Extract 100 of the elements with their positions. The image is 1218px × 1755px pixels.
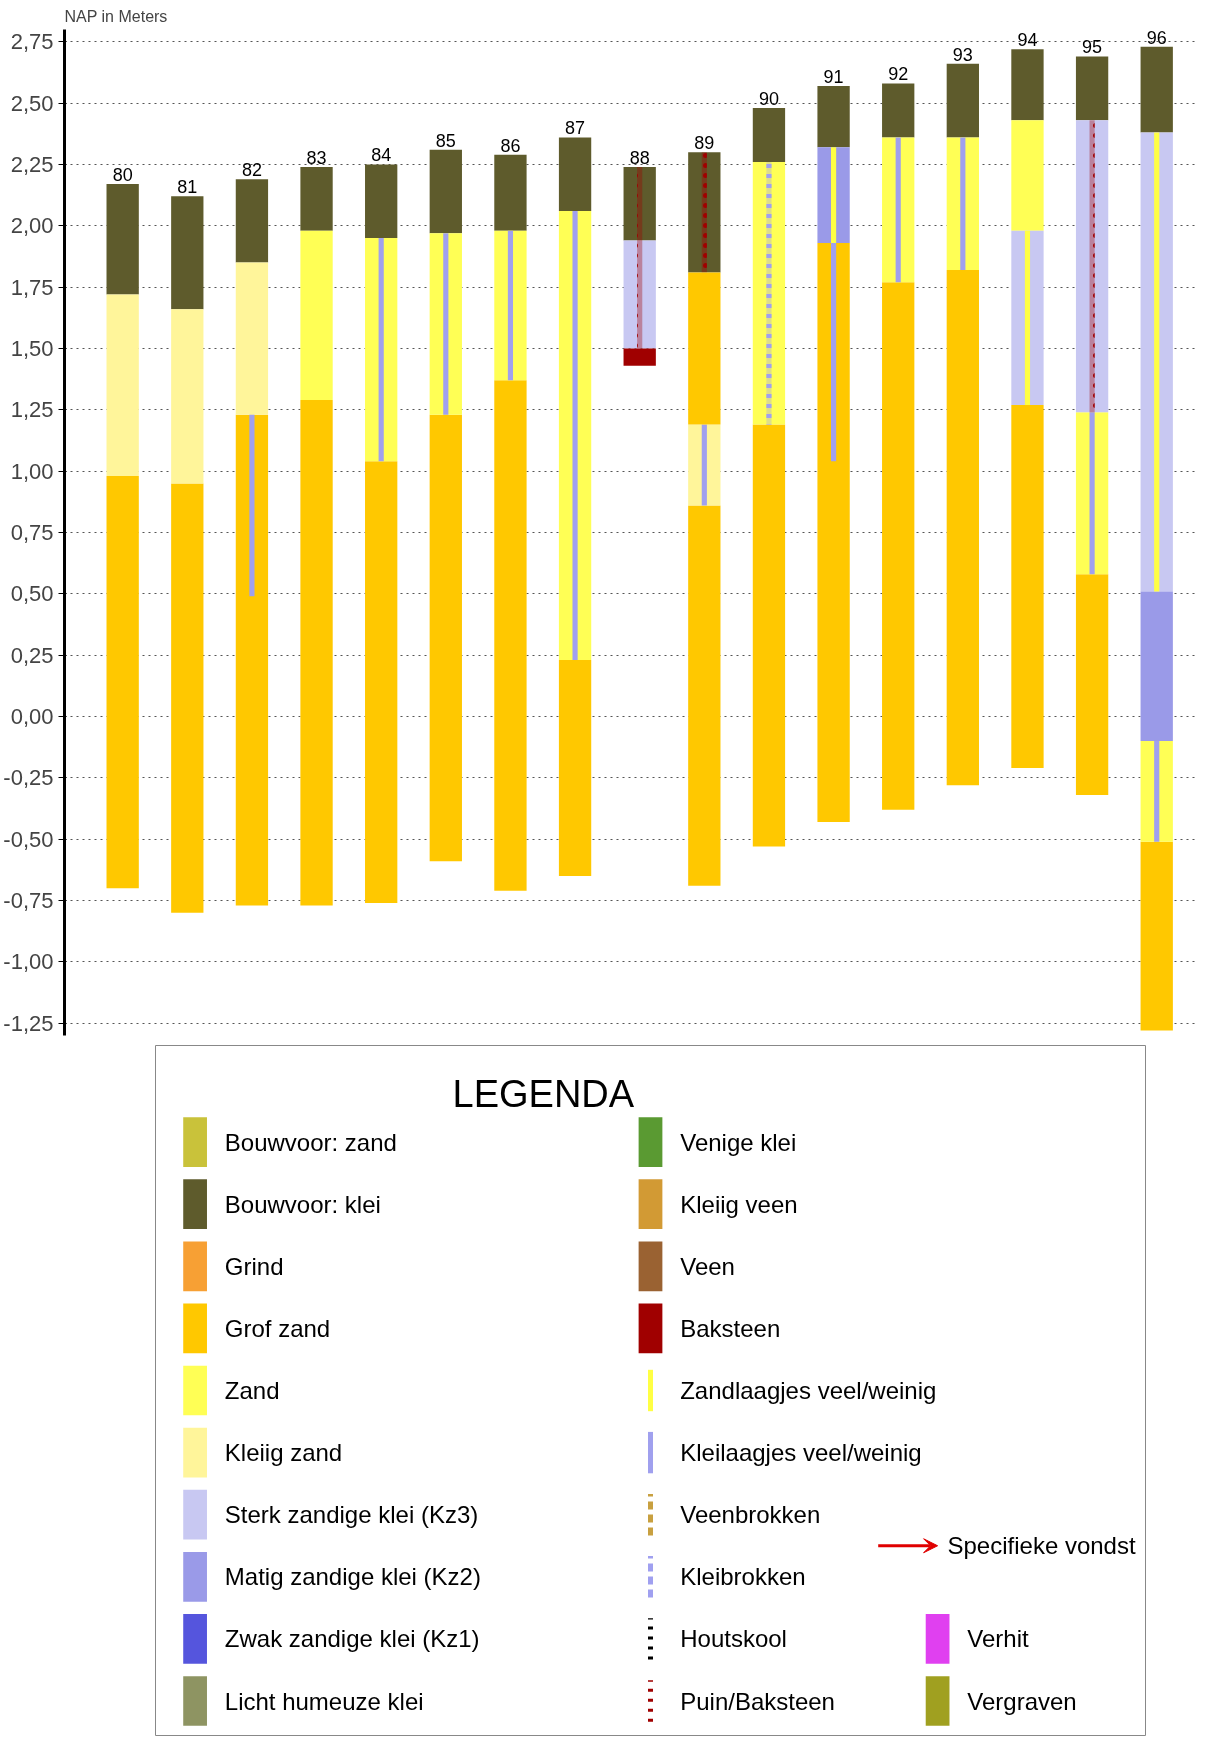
legend-label: Veenbrokken [680, 1501, 821, 1529]
legend-label: Verhit [967, 1625, 1029, 1653]
bar [882, 83, 915, 138]
y-axis-title: NAP in Meters [64, 7, 168, 25]
legend-label: Kleiig zand [224, 1439, 343, 1467]
y-tick-label: -0,75 [3, 888, 54, 914]
bar [171, 309, 204, 484]
bar [106, 476, 139, 889]
bar [494, 380, 527, 891]
legend-label: Kleibrokken [680, 1563, 806, 1591]
x-tick-label: 88 [629, 147, 650, 168]
y-tick-label: -1,25 [3, 1010, 54, 1036]
legend-label: Sterk zandige klei (Kz3) [224, 1501, 479, 1529]
bar [300, 400, 333, 906]
bar [946, 63, 979, 138]
legend-label: Houtskool [680, 1625, 787, 1653]
bar [494, 154, 527, 231]
x-tick-label: 84 [371, 145, 392, 166]
legend-label: Vergraven [967, 1687, 1077, 1715]
y-tick-label: -0,25 [3, 765, 54, 791]
bar [1140, 46, 1173, 133]
x-tick-label: 96 [1146, 27, 1167, 48]
x-tick-label: 83 [306, 147, 327, 168]
bar [572, 211, 578, 661]
legend-label: Veen [680, 1252, 735, 1280]
legend-label: Zand [224, 1377, 280, 1404]
legend-label: Baksteen [680, 1314, 781, 1342]
y-tick-label: -0,50 [3, 826, 54, 852]
bar [558, 137, 592, 212]
y-tick-label: 2,75 [10, 29, 54, 55]
bar [701, 424, 707, 506]
y-tick-label: 1,00 [10, 458, 54, 484]
y-tick-label: 0,75 [10, 520, 54, 545]
legend-label: Puin/Baksteen [680, 1687, 835, 1715]
bar [1075, 574, 1109, 796]
legend-title: LEGENDA [452, 1073, 635, 1116]
bar [1024, 230, 1031, 405]
legend-label: Licht humeuze klei [224, 1687, 424, 1715]
bar [623, 348, 656, 366]
bar [1075, 56, 1109, 121]
bar [1140, 841, 1173, 1031]
bar [171, 196, 204, 310]
y-tick-label: 1,75 [10, 274, 54, 300]
text: Specifieke vondst [947, 1532, 1136, 1560]
x-tick-label: 82 [241, 160, 262, 181]
legend-label: Matig zandige klei (Kz2) [224, 1563, 481, 1591]
y-tick-label: 1,25 [10, 397, 54, 423]
bar [429, 149, 462, 234]
legend-label: Venige klei [680, 1128, 797, 1156]
bar [688, 272, 721, 425]
bar [752, 424, 786, 847]
bar [106, 184, 139, 295]
bar [249, 414, 255, 597]
legend-label: Grind [224, 1252, 284, 1280]
bar [558, 660, 592, 877]
bar [507, 230, 514, 381]
bar [235, 262, 269, 415]
x-tick-label: 92 [888, 64, 909, 85]
bar [1089, 412, 1095, 575]
bar [817, 242, 850, 823]
y-tick-label: 2,50 [10, 90, 54, 116]
x-tick-label: 93 [952, 44, 973, 65]
bar [882, 282, 915, 810]
x-tick-label: 91 [823, 66, 844, 87]
bar [171, 483, 204, 913]
x-tick-label: 89 [694, 133, 715, 154]
x-tick-label: 94 [1017, 30, 1038, 51]
bar [365, 461, 398, 903]
y-tick-label: 0,00 [10, 704, 54, 730]
x-tick-label: 81 [177, 177, 198, 198]
x-tick-label: 90 [758, 89, 779, 110]
bar [443, 233, 449, 415]
x-tick-label: 87 [565, 118, 586, 139]
y-tick-label: -1,00 [3, 949, 54, 975]
bar [830, 147, 837, 243]
legend-label: Kleiig veen [680, 1190, 798, 1218]
bar [300, 230, 333, 400]
bar [752, 108, 786, 162]
bar [1154, 132, 1160, 592]
y-tick-label: 0,25 [10, 642, 54, 668]
bar [235, 179, 269, 263]
bar [1011, 404, 1044, 769]
bar [1011, 120, 1044, 231]
x-tick-label: 85 [435, 130, 456, 151]
bar [378, 238, 384, 462]
y-tick-label: 2,00 [10, 213, 54, 239]
bar [106, 294, 139, 477]
bar [895, 137, 901, 283]
legend-label: Bouwvoor: klei [224, 1190, 381, 1218]
bar [817, 85, 850, 148]
bar [1011, 49, 1044, 121]
legend-label: Kleilaagjes veel/weinig [680, 1439, 922, 1467]
bar [365, 164, 398, 239]
bar [830, 242, 837, 462]
legend-label: Bouwvoor: zand [224, 1128, 397, 1156]
bar [300, 166, 333, 231]
bar [960, 137, 966, 270]
legend-label: Grof zand [224, 1314, 331, 1342]
x-tick-label: 95 [1082, 37, 1103, 58]
y-tick-label: 0,50 [10, 581, 54, 607]
